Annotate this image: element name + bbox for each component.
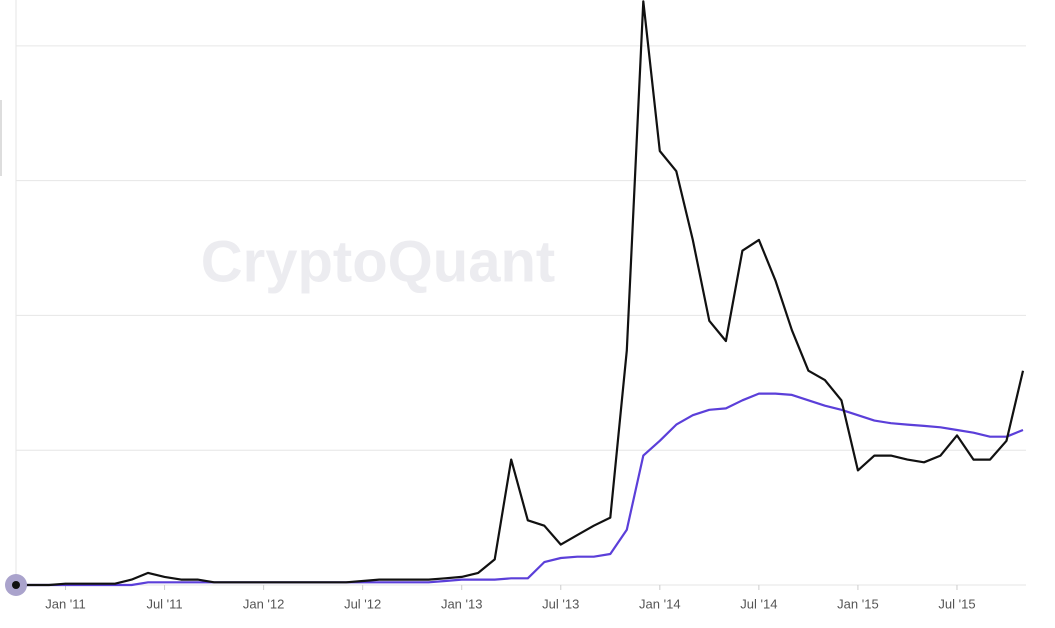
- x-tick-label: Jul '15: [938, 596, 975, 611]
- x-tick-label: Jan '12: [243, 596, 285, 611]
- origin-dot: [12, 581, 20, 589]
- watermark: CryptoQuant: [201, 229, 555, 294]
- x-tick-label: Jul '14: [740, 596, 777, 611]
- side-handle: [0, 100, 2, 176]
- x-tick-label: Jan '11: [45, 596, 86, 611]
- x-tick-label: Jul '11: [146, 596, 182, 611]
- series-line: [16, 392, 1024, 587]
- x-tick-label: Jul '12: [344, 596, 381, 611]
- series-line: [16, 0, 1025, 587]
- x-tick-label: Jul '13: [542, 596, 579, 611]
- x-tick-label: Jan '14: [639, 596, 681, 611]
- x-tick-label: Jan '15: [837, 596, 879, 611]
- x-tick-label: Jan '13: [441, 596, 483, 611]
